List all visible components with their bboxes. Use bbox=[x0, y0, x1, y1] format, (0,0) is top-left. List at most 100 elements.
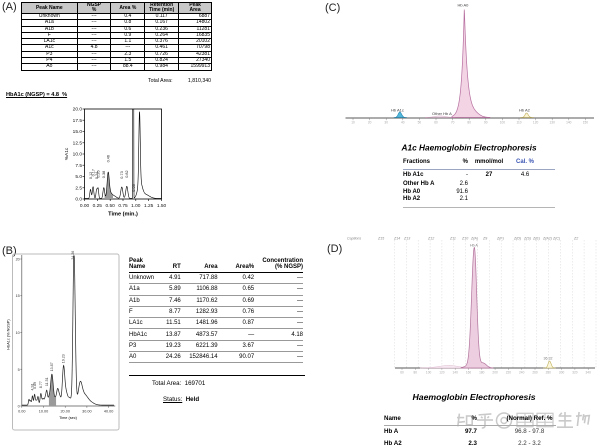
svg-text:50: 50 bbox=[418, 121, 422, 125]
svg-text:80: 80 bbox=[414, 371, 418, 375]
svg-text:24.26: 24.26 bbox=[71, 251, 75, 260]
svg-text:30.00: 30.00 bbox=[82, 410, 92, 414]
svg-text:0.38: 0.38 bbox=[102, 171, 106, 178]
svg-text:0.24: 0.24 bbox=[95, 172, 99, 179]
svg-text:0.98: 0.98 bbox=[132, 184, 136, 191]
svg-text:Z(A2): Z(A2) bbox=[542, 237, 552, 241]
svg-text:260: 260 bbox=[532, 371, 538, 375]
svg-text:Z11: Z11 bbox=[449, 237, 456, 241]
svg-text:60: 60 bbox=[400, 371, 404, 375]
svg-text:0.17: 0.17 bbox=[91, 169, 95, 176]
svg-text:Z(D): Z(D) bbox=[513, 237, 521, 241]
svg-text:Z14: Z14 bbox=[393, 237, 400, 241]
svg-text:120: 120 bbox=[439, 371, 445, 375]
svg-text:15.0: 15.0 bbox=[73, 129, 83, 135]
svg-text:Z(C): Z(C) bbox=[552, 237, 560, 241]
svg-text:Haemoglobin Electrophoresis: Haemoglobin Electrophoresis bbox=[413, 392, 536, 402]
svg-text:160: 160 bbox=[466, 371, 472, 375]
svg-text:Time (min.): Time (min.) bbox=[108, 212, 138, 218]
svg-text:Time (sec): Time (sec) bbox=[59, 416, 78, 420]
svg-text:130: 130 bbox=[550, 121, 556, 125]
svg-text:10: 10 bbox=[16, 331, 20, 335]
svg-text:100: 100 bbox=[500, 121, 506, 125]
svg-text:20: 20 bbox=[16, 258, 20, 262]
svg-text:8.77: 8.77 bbox=[39, 381, 43, 388]
svg-text:0.0: 0.0 bbox=[75, 197, 82, 203]
svg-text:Z(A): Z(A) bbox=[470, 237, 478, 241]
svg-text:120: 120 bbox=[533, 121, 539, 125]
svg-text:0.00: 0.00 bbox=[18, 410, 25, 414]
svg-text:Z2: Z2 bbox=[573, 237, 578, 241]
svg-text:0.12: 0.12 bbox=[89, 172, 93, 179]
svg-text:20.0: 20.0 bbox=[73, 107, 83, 113]
svg-text:%A1c: %A1c bbox=[64, 147, 70, 160]
svg-text:2.5: 2.5 bbox=[75, 185, 82, 191]
svg-text:19.23: 19.23 bbox=[62, 354, 66, 363]
svg-text:13.87: 13.87 bbox=[50, 362, 54, 371]
svg-text:80: 80 bbox=[467, 121, 471, 125]
svg-text:200: 200 bbox=[492, 371, 498, 375]
svg-text:0.82: 0.82 bbox=[125, 170, 129, 177]
svg-text:Z12: Z12 bbox=[427, 237, 434, 241]
svg-text:Z(S): Z(S) bbox=[523, 237, 531, 241]
svg-text:90: 90 bbox=[484, 121, 488, 125]
svg-text:240: 240 bbox=[519, 371, 525, 375]
svg-text:Hb A0: Hb A0 bbox=[458, 3, 470, 8]
svg-text:140: 140 bbox=[566, 121, 572, 125]
svg-text:10.00: 10.00 bbox=[39, 410, 49, 414]
svg-text:Hb A2: Hb A2 bbox=[519, 108, 531, 113]
svg-text:Z15: Z15 bbox=[377, 237, 384, 241]
svg-text:1.00: 1.00 bbox=[131, 203, 141, 209]
svg-text:0: 0 bbox=[18, 405, 20, 409]
svg-text:11.51: 11.51 bbox=[45, 377, 49, 386]
svg-text:5.0: 5.0 bbox=[75, 174, 82, 180]
svg-text:140: 140 bbox=[453, 371, 459, 375]
svg-text:0.75: 0.75 bbox=[118, 203, 128, 209]
svg-text:280: 280 bbox=[546, 371, 552, 375]
svg-text:1.25: 1.25 bbox=[144, 203, 154, 209]
svg-text:150: 150 bbox=[583, 121, 589, 125]
svg-text:300: 300 bbox=[559, 371, 565, 375]
svg-text:Z9: Z9 bbox=[482, 237, 487, 241]
svg-text:30: 30 bbox=[384, 121, 388, 125]
svg-text:100: 100 bbox=[426, 371, 432, 375]
svg-text:Z(F): Z(F) bbox=[496, 237, 504, 241]
svg-text:1.50: 1.50 bbox=[157, 203, 167, 209]
svg-text:Hb A: Hb A bbox=[470, 244, 478, 248]
svg-text:220: 220 bbox=[506, 371, 512, 375]
svg-text:7.5: 7.5 bbox=[75, 163, 82, 169]
svg-text:17.5: 17.5 bbox=[73, 118, 83, 124]
svg-text:20: 20 bbox=[368, 121, 372, 125]
svg-text:Captions: Captions bbox=[347, 237, 361, 241]
svg-text:Z(E): Z(E) bbox=[532, 237, 540, 241]
svg-text:Z10: Z10 bbox=[461, 237, 468, 241]
svg-text:0.00: 0.00 bbox=[80, 203, 90, 209]
svg-text:5.89: 5.89 bbox=[33, 382, 37, 389]
svg-text:5: 5 bbox=[18, 368, 20, 372]
svg-text:0.46: 0.46 bbox=[107, 155, 111, 162]
svg-text:15: 15 bbox=[16, 294, 20, 298]
svg-text:340: 340 bbox=[586, 371, 592, 375]
svg-text:40.00: 40.00 bbox=[104, 410, 114, 414]
svg-text:36.32: 36.32 bbox=[544, 357, 553, 361]
svg-text:12.5: 12.5 bbox=[73, 140, 83, 146]
svg-text:HbA1c (% NGSP): HbA1c (% NGSP) bbox=[7, 319, 11, 350]
svg-text:20.00: 20.00 bbox=[60, 410, 70, 414]
svg-text:60: 60 bbox=[434, 121, 438, 125]
svg-text:70: 70 bbox=[451, 121, 455, 125]
svg-text:Z13: Z13 bbox=[403, 237, 410, 241]
svg-text:10.0: 10.0 bbox=[73, 152, 83, 158]
svg-text:10: 10 bbox=[351, 121, 355, 125]
svg-text:4.91: 4.91 bbox=[31, 384, 35, 391]
svg-text:40: 40 bbox=[401, 121, 405, 125]
svg-text:A1c Haemoglobin Electrophoresi: A1c Haemoglobin Electrophoresis bbox=[401, 143, 537, 153]
svg-text:0.50: 0.50 bbox=[106, 203, 116, 209]
svg-text:Hb A1c: Hb A1c bbox=[391, 108, 404, 113]
svg-text:0.25: 0.25 bbox=[93, 203, 103, 209]
svg-text:110: 110 bbox=[516, 121, 521, 125]
svg-text:180: 180 bbox=[479, 371, 485, 375]
svg-text:0.26: 0.26 bbox=[96, 170, 100, 177]
svg-text:0.73: 0.73 bbox=[120, 171, 124, 178]
svg-text:320: 320 bbox=[572, 371, 578, 375]
svg-text:Other Hb A: Other Hb A bbox=[432, 111, 452, 116]
